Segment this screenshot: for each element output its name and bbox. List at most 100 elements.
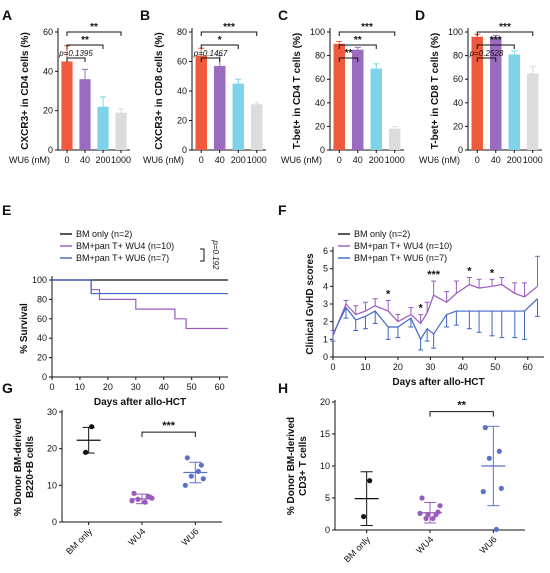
- panel-b-bar: [251, 104, 262, 150]
- panel-h-data-point: [494, 527, 499, 532]
- panel-c-x-axis-label: WU6 (nM): [281, 155, 322, 165]
- panel-b-x-tick-label: 1000: [247, 155, 267, 165]
- panel-b-x-axis-label: WU6 (nM): [143, 155, 184, 165]
- panel-f-x-tick-label: 20: [393, 362, 403, 372]
- panel-g-data-point: [201, 476, 206, 481]
- panel-c-x-tick-label: 1000: [385, 155, 405, 165]
- panel-g-data-point: [183, 483, 188, 488]
- panel-a-significance-label: **: [90, 22, 98, 33]
- panel-a-y-axis-label: CXCR3+ in CD4 cells (%): [20, 32, 31, 150]
- panel-h-data-point: [430, 516, 435, 521]
- panel-a-bar: [79, 79, 90, 150]
- panel-e-y-axis-label: % Survival: [19, 303, 30, 354]
- panel-c-bar: [371, 69, 382, 150]
- panel-h-y-axis-label-line: CD3+ T cells: [298, 436, 309, 496]
- panel-h-data-point: [499, 486, 504, 491]
- panel-a-significance-label: p=0.1395: [58, 49, 93, 58]
- panel-f-x-axis-label: Days after allo-HCT: [392, 377, 484, 388]
- panel-f-x-tick-label: 10: [360, 362, 370, 372]
- panel-e-x-tick-label: 60: [215, 382, 225, 392]
- panel-f-y-tick-label: 3: [323, 299, 328, 309]
- panel-d-x-tick-label: 200: [507, 155, 522, 165]
- panel-g-x-tick-label: BM only: [64, 526, 94, 556]
- panel-b-bar: [196, 56, 207, 150]
- panel-d-significance-label: p=0.2528: [469, 49, 504, 58]
- panel-h-y-tick-label: 5: [325, 493, 330, 503]
- panel-a-y-tick-label: 0: [48, 145, 53, 155]
- panel-e-y-tick-label: 60: [37, 314, 47, 324]
- panel-h-y-axis-label: % Donor BM-derivedCD3+ T cells: [286, 417, 309, 515]
- panel-b-y-tick-label: 60: [177, 57, 187, 67]
- panel-g-data-point: [131, 491, 136, 496]
- panel-h-y-tick-label: 20: [320, 397, 330, 407]
- panel-c-y-tick-label: 80: [315, 51, 325, 61]
- panel-c-y-tick-label: 100: [310, 27, 325, 37]
- panel-d-y-tick-label: 40: [453, 98, 463, 108]
- panel-d-y-tick-label: 20: [453, 121, 463, 131]
- panel-h-data-point: [483, 425, 488, 430]
- panel-f-series-line: [333, 299, 538, 340]
- panel-a-significance-bracket: [67, 58, 85, 62]
- panel-d-bar: [527, 73, 538, 150]
- panel-a-bar: [61, 62, 72, 151]
- panel-c-y-tick-label: 0: [320, 145, 325, 155]
- panel-e-x-tick-label: 10: [75, 382, 85, 392]
- panel-g-data-point: [89, 424, 94, 429]
- panel-d-x-tick-label: 1000: [523, 155, 543, 165]
- panel-a-significance-label: **: [81, 35, 89, 46]
- panel-a-bar: [115, 113, 126, 150]
- panel-f-x-tick-label: 0: [330, 362, 335, 372]
- panel-h-y-tick-label: 0: [325, 525, 330, 535]
- panel-d-x-axis-label: WU6 (nM): [419, 155, 460, 165]
- panel-f-legend-label: BM+pan T+ WU4 (n=10): [354, 241, 452, 251]
- panel-c-significance-label: **: [354, 35, 362, 46]
- panel-a-y-tick-label: 20: [43, 106, 53, 116]
- panel-g-y-axis-label-line: B220+B cells: [25, 436, 36, 498]
- panel-f-significance-label: ***: [427, 269, 441, 281]
- panel-d-y-tick-label: 100: [448, 27, 463, 37]
- panel-g-data-point: [149, 496, 154, 501]
- panel-b-y-tick-label: 40: [177, 86, 187, 96]
- panel-h-y-tick-label: 15: [320, 429, 330, 439]
- panel-label-e: E: [2, 202, 11, 218]
- panel-b-x-tick-label: 200: [231, 155, 246, 165]
- panel-h-data-point: [367, 478, 372, 483]
- panel-h-data-point: [497, 449, 502, 454]
- panel-e-x-tick-label: 0: [49, 382, 54, 392]
- panel-e-legend-label: BM+pan T+ WU4 (n=10): [76, 241, 174, 251]
- panel-e-x-tick-label: 50: [187, 382, 197, 392]
- panel-g-significance-bracket: [142, 432, 195, 437]
- panel-h-data-point: [435, 509, 440, 514]
- panel-f-significance-label: *: [419, 303, 424, 315]
- panel-h-significance-bracket: [430, 412, 493, 417]
- panel-f-x-tick-label: 40: [458, 362, 468, 372]
- panel-h-data-point: [417, 511, 422, 516]
- panel-f-y-tick-label: 1: [323, 334, 328, 344]
- panel-f-y-tick-label: 6: [323, 246, 328, 256]
- panel-e-legend-label: BM only (n=2): [76, 229, 132, 239]
- panel-b-y-axis-label: CXCR3+ in CD8 cells (%): [154, 32, 165, 150]
- panel-f-x-tick-label: 30: [425, 362, 435, 372]
- panel-b-x-tick-label: 0: [199, 155, 204, 165]
- panel-h-x-tick-label: WU6: [478, 534, 499, 555]
- panel-g-x-tick-label: WU6: [180, 526, 201, 547]
- panel-d-bar: [509, 54, 520, 150]
- panel-c-bar: [389, 129, 400, 150]
- panel-g-data-point: [83, 450, 88, 455]
- panel-f-series-line: [333, 285, 538, 336]
- panel-e-x-tick-label: 30: [131, 382, 141, 392]
- panel-b-x-tick-label: 40: [215, 155, 225, 165]
- panel-e-pvalue-bracket: [200, 249, 204, 261]
- panel-e-y-tick-label: 0: [42, 372, 47, 382]
- panel-c-significance-label: ***: [361, 22, 373, 33]
- panel-e-pvalue-label: p=0.192: [211, 239, 220, 270]
- panel-f-y-tick-label: 5: [323, 264, 328, 274]
- panel-f-significance-label: *: [490, 267, 495, 279]
- panel-d-x-tick-label: 0: [475, 155, 480, 165]
- panel-c-significance-label: **: [345, 48, 353, 59]
- panel-label-g: G: [2, 380, 13, 396]
- panel-d-significance-label: ***: [499, 22, 511, 33]
- panel-b-significance-label: ***: [223, 22, 235, 33]
- panel-b-y-tick-label: 0: [182, 145, 187, 155]
